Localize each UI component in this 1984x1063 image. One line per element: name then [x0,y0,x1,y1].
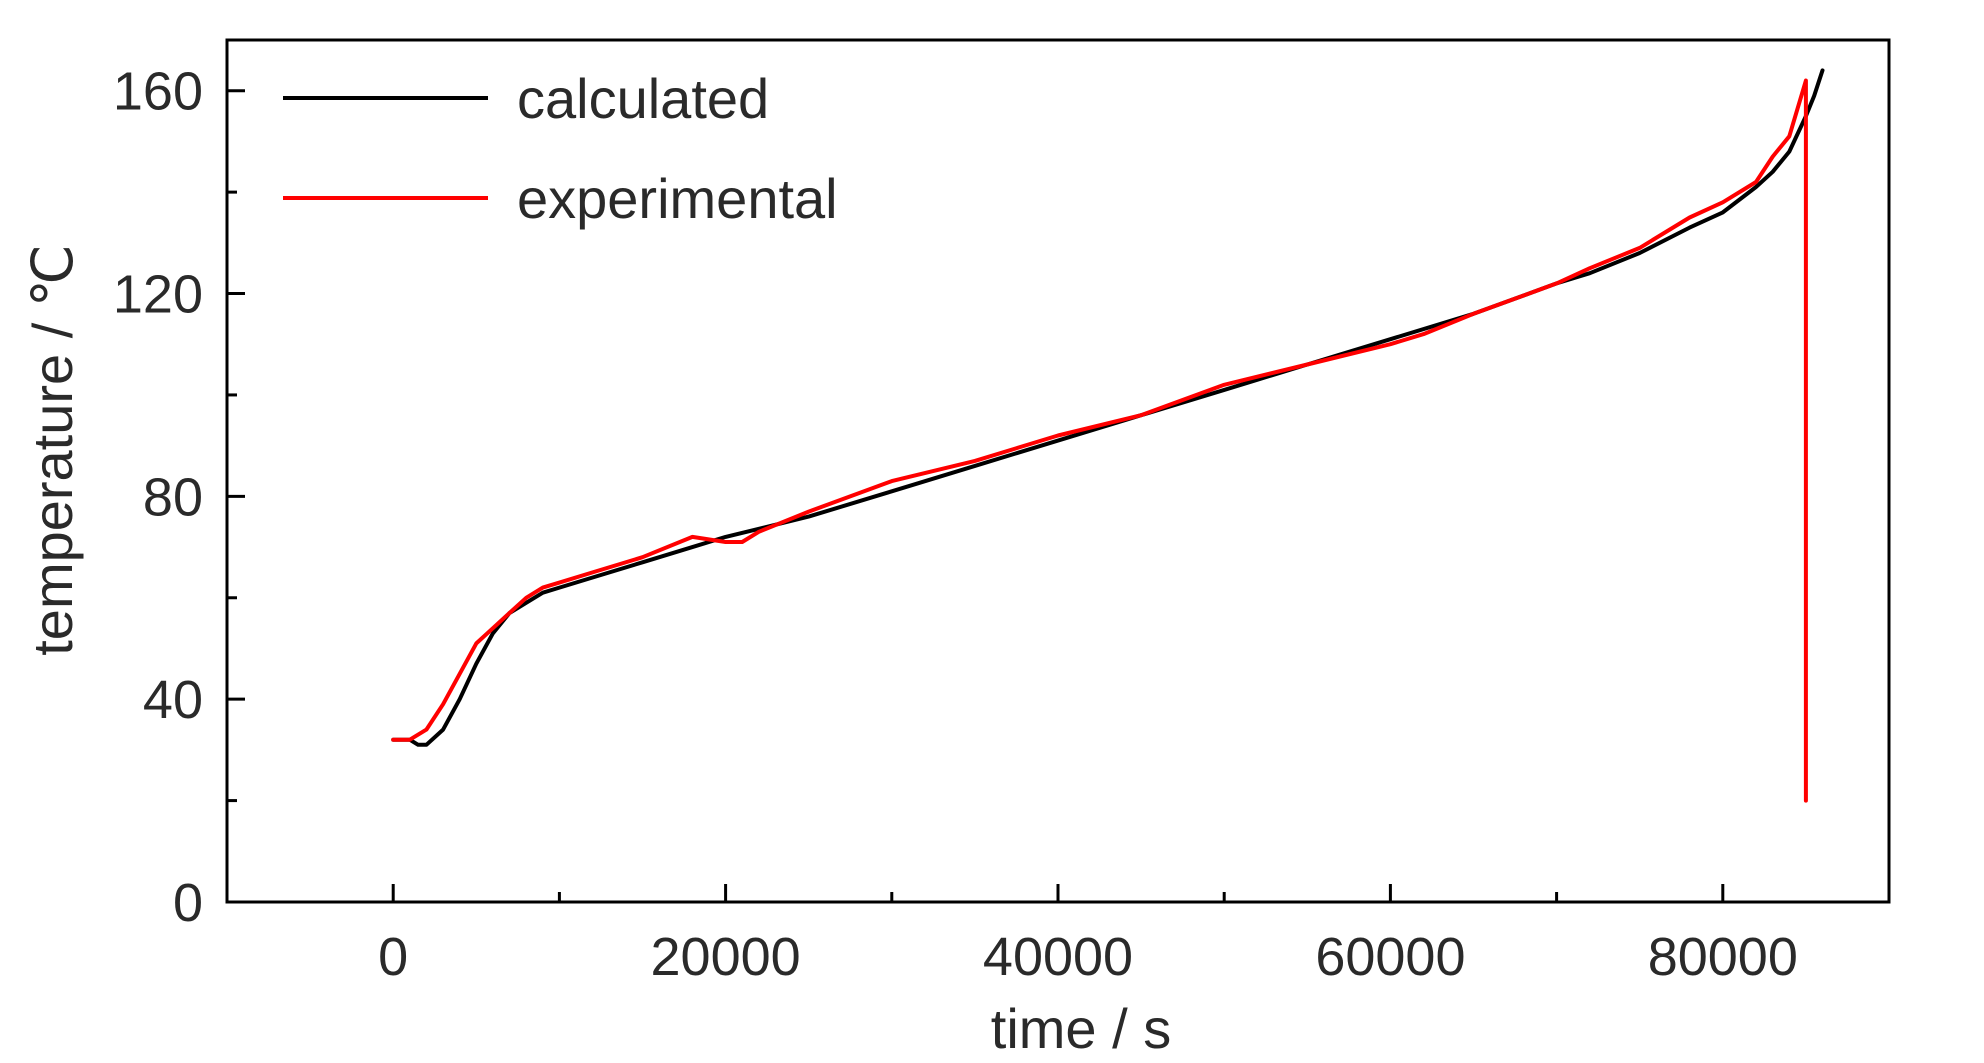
y-tick-label: 0 [173,873,203,933]
legend-label-experimental: experimental [517,167,838,230]
x-tick-label: 0 [378,927,408,987]
x-tick-label: 20000 [651,927,801,987]
y-axis-title: temperature / ℃ [21,244,84,656]
y-tick-label: 120 [113,265,203,325]
y-tick-label: 160 [113,62,203,122]
x-tick-label: 60000 [1315,927,1465,987]
y-tick-label: 80 [143,467,203,527]
y-axis: 0 40 80 120 160 [113,62,245,933]
plot-frame [225,38,1891,904]
x-tick-label: 80000 [1648,927,1798,987]
series-line-calculated [391,68,1825,747]
x-axis-title: time / s [991,997,1171,1060]
x-axis: 0 20000 40000 60000 80000 [378,884,1891,987]
series-layer [391,68,1825,803]
legend: calculated experimental [283,67,838,230]
x-tick-label: 40000 [983,927,1133,987]
series-line-experimental [391,78,1808,803]
y-tick-label: 40 [143,670,203,730]
legend-label-calculated: calculated [517,67,769,130]
